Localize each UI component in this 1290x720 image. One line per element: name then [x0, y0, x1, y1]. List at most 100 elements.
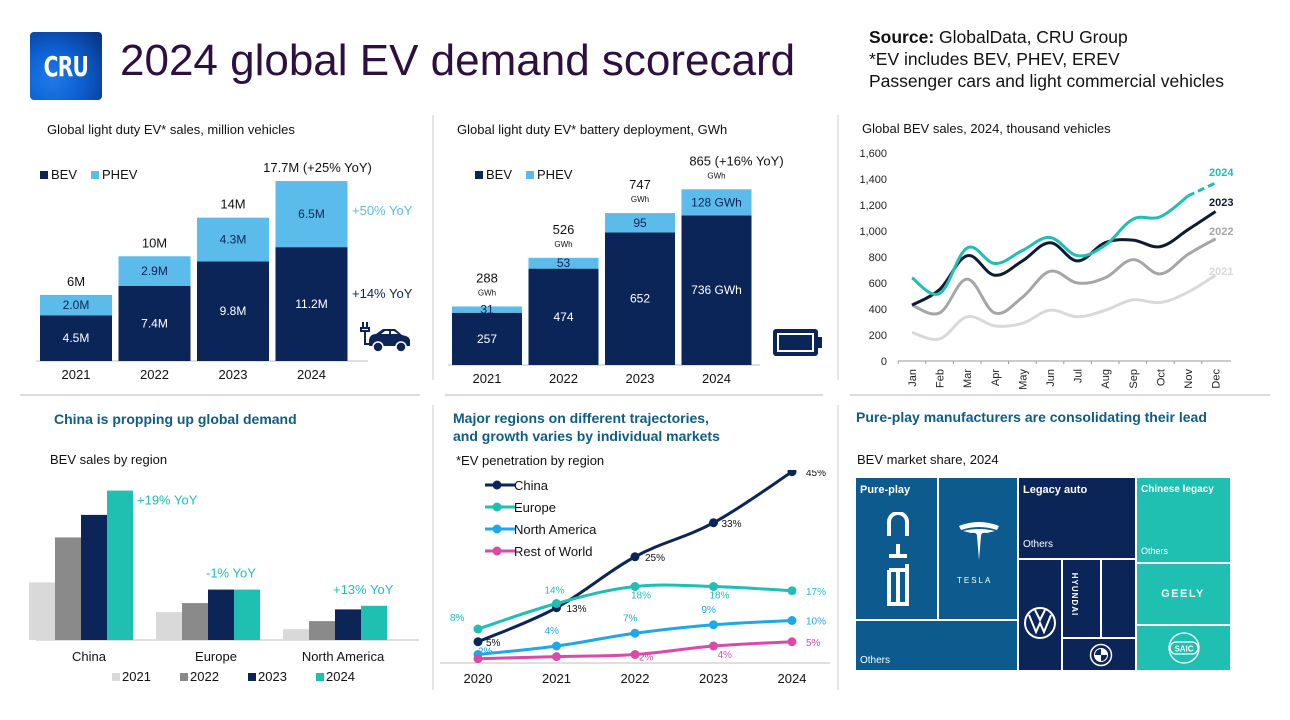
data-point — [630, 552, 640, 562]
y-tick-label: 400 — [869, 304, 887, 316]
data-label-phev: 53 — [557, 256, 571, 270]
legend-swatch-2021 — [112, 673, 120, 681]
divider-vertical — [837, 405, 839, 690]
data-label: 14% — [545, 586, 565, 597]
group-label-chinese-legacy: Chinese legacy — [1141, 484, 1214, 495]
monthly-chart: 0 200 400 600 800 1,000 1,200 1,400 1,600 Jan Feb M… — [859, 148, 1234, 390]
data-label: 4% — [718, 650, 733, 661]
bar-2022 — [55, 537, 81, 640]
y-tick-label: 200 — [869, 330, 887, 342]
data-point — [473, 624, 483, 634]
x-tick-label: 2022 — [140, 367, 169, 382]
tesla-logo-icon — [959, 522, 999, 560]
annotation-bev-growth: +14% YoY — [352, 286, 413, 301]
x-tick-label: 2021 — [62, 367, 91, 382]
data-label-phev: 2.9M — [141, 264, 168, 278]
data-label-phev: 6.5M — [298, 207, 325, 221]
legend-swatch — [40, 170, 48, 179]
total-unit-label: GWh — [478, 288, 496, 297]
bar-segment-phev — [275, 181, 348, 248]
annotation-yoy: -1% YoY — [206, 566, 256, 581]
y-tick-label: 0 — [881, 356, 887, 368]
series-label-2024: 2024 — [1209, 167, 1234, 179]
battery-icon — [773, 329, 822, 356]
x-tick-label: 2021 — [473, 371, 502, 386]
penetration-headline-line1: Major regions on different trajectories, — [453, 410, 709, 426]
region-title: BEV sales by region — [50, 452, 168, 467]
data-point — [787, 470, 797, 477]
data-point — [630, 582, 640, 591]
data-label: 33% — [722, 519, 742, 530]
legend-swatch-2024 — [316, 673, 324, 681]
y-tick-label: 1,000 — [859, 226, 887, 238]
treemap-cell-saic: SAIC — [1136, 625, 1231, 671]
x-tick-label: 2022 — [621, 671, 650, 686]
bar-2021 — [283, 629, 309, 640]
data-point — [630, 650, 640, 659]
total-unit-label: GWh — [631, 195, 649, 204]
total-unit-label: GWh — [707, 171, 725, 180]
y-tick-label: 1,600 — [859, 148, 887, 160]
bmw-logo-icon — [1089, 643, 1113, 667]
total-label: 17.7M (+25% YoY) — [263, 160, 372, 175]
data-label-bev: 11.2M — [295, 297, 327, 311]
data-label: 25% — [645, 553, 665, 564]
legend-item-bev: BEV — [40, 167, 77, 182]
x-tick-label: 2023 — [219, 367, 248, 382]
data-point — [552, 599, 561, 608]
legend-label-2022: 2022 — [190, 669, 219, 684]
data-point — [709, 620, 718, 630]
bar-segment-phev — [528, 257, 599, 269]
data-label: 45% — [806, 470, 826, 479]
x-tick-label: Europe — [195, 649, 237, 664]
legend-swatch — [526, 170, 535, 179]
source-text: GlobalData, CRU Group — [934, 27, 1128, 47]
divider-horizontal — [20, 394, 420, 396]
data-label: 17% — [806, 587, 826, 598]
treemap-cell-pure-play-others: Others — [855, 620, 1018, 671]
treemap-cell-chinese-others: Chinese legacy Others — [1136, 477, 1231, 563]
legend-item-phev: PHEV — [526, 167, 572, 182]
total-label: 288 — [476, 270, 498, 285]
legend-label: Europe — [514, 500, 556, 515]
bar-2023 — [335, 609, 361, 640]
saic-wordmark: SAIC — [1174, 645, 1193, 654]
treemap-cell-bmw — [1062, 638, 1136, 671]
total-label: 747 — [629, 177, 651, 192]
data-point — [787, 637, 797, 647]
share-title: BEV market share, 2024 — [857, 452, 999, 467]
group-label-legacy-auto: Legacy auto — [1023, 484, 1088, 496]
x-tick-label: Nov — [1183, 369, 1195, 389]
bar-segment-phev — [40, 294, 112, 316]
treemap-cell-legacy-small — [1101, 559, 1136, 638]
ev-sales-chart: 4.5M 2.0M 6M 2021 7.4M 2.9M 10M 2022 9.8M 4.3M 14M… — [36, 160, 413, 382]
total-unit-label: GWh — [554, 240, 572, 249]
legend-label: PHEV — [102, 167, 138, 182]
total-label: 6M — [67, 274, 85, 289]
x-tick-label: Dec — [1211, 369, 1223, 389]
monthly-title: Global BEV sales, 2024, thousand vehicle… — [862, 121, 1111, 136]
bar-segment-bev — [275, 247, 348, 361]
divider-vertical — [432, 405, 434, 690]
data-point — [630, 628, 640, 638]
penetration-title: *EV penetration by region — [456, 453, 605, 468]
series-label-2023: 2023 — [1209, 197, 1233, 209]
bar-2022 — [309, 621, 335, 640]
legend-swatch-2023 — [248, 673, 256, 681]
bar-segment-phev — [118, 256, 191, 286]
legend-marker — [492, 480, 502, 490]
battery-title: Global light duty EV* battery deployment… — [457, 122, 728, 137]
x-tick-label: Mar — [962, 369, 974, 388]
data-label: 18% — [710, 591, 730, 602]
bar-segment-bev — [528, 268, 599, 365]
penetration-headline: Major regions on different trajectories,… — [453, 409, 720, 445]
geely-wordmark: GEELY — [1161, 588, 1205, 600]
legend-label-2021: 2021 — [122, 669, 151, 684]
x-tick-label: Apr — [990, 369, 1002, 386]
x-tick-label: Oct — [1155, 369, 1167, 386]
share-headline: Pure-play manufacturers are consolidatin… — [856, 409, 1207, 425]
bar-segment-bev — [197, 261, 269, 361]
data-point — [552, 652, 561, 662]
cru-logo: CRU — [30, 32, 102, 100]
bar-segment-bev — [681, 215, 752, 365]
